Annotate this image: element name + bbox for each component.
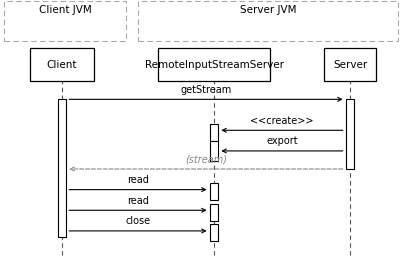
Bar: [138, 1, 398, 41]
Bar: [210, 224, 218, 241]
Bar: [30, 48, 94, 81]
Bar: [58, 99, 66, 237]
Bar: [210, 124, 218, 141]
Text: Client JVM: Client JVM: [39, 5, 91, 15]
Text: <<create>>: <<create>>: [250, 116, 314, 126]
Bar: [210, 183, 218, 200]
Text: getStream: getStream: [180, 85, 232, 95]
Text: Server JVM: Server JVM: [240, 5, 296, 15]
Text: Server: Server: [333, 60, 367, 69]
Text: (stream): (stream): [185, 154, 227, 164]
Bar: [158, 48, 270, 81]
Text: export: export: [266, 136, 298, 146]
Bar: [324, 48, 376, 81]
Bar: [210, 141, 218, 161]
Bar: [346, 99, 354, 169]
Text: read: read: [127, 175, 149, 185]
Text: read: read: [127, 196, 149, 206]
Text: RemoteInputStreamServer: RemoteInputStreamServer: [144, 60, 284, 69]
Bar: [210, 204, 218, 221]
Text: close: close: [126, 216, 150, 226]
Text: Client: Client: [47, 60, 77, 69]
Bar: [4, 1, 126, 41]
